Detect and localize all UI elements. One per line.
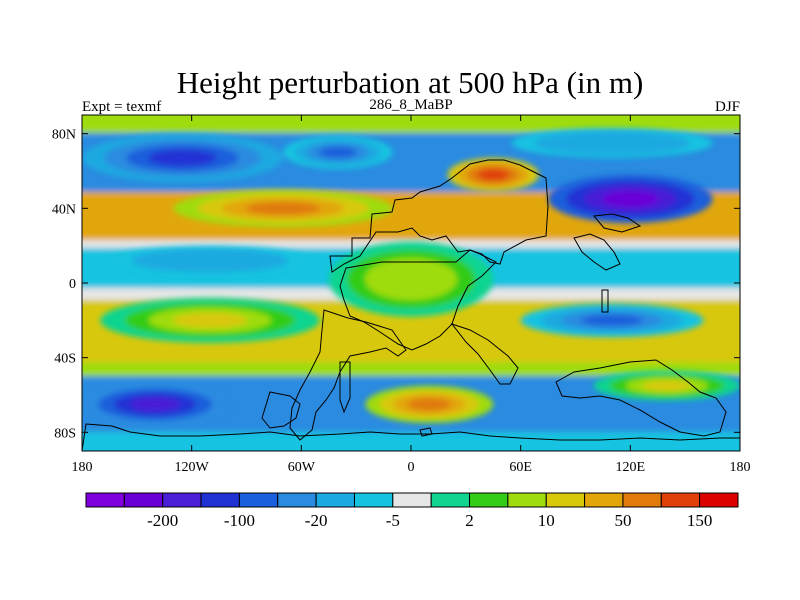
colorbar-label-5: 10: [538, 511, 555, 530]
colorbar-swatch-1: [123, 492, 164, 508]
colorbar-swatch-12: [545, 492, 586, 508]
x-tick-label-6: 180: [730, 460, 751, 475]
coastline-south-america: [289, 309, 407, 441]
y-tick-label-3: 40S: [54, 352, 76, 367]
feature-southern-ocean-ridge-ring-3: [642, 380, 692, 391]
coastline-arabia: [450, 323, 519, 385]
y-tick-label-2: 0: [69, 277, 76, 292]
band-front-south: [82, 362, 740, 376]
colorbar-swatch-9: [430, 492, 471, 508]
season-label: DJF: [715, 99, 740, 115]
feature-indian-ocean-low-ring-3: [580, 314, 644, 327]
colorbar-label-1: -100: [224, 511, 255, 530]
coastline-indochina: [573, 233, 621, 271]
feature-south-pacific-low-ring-3: [130, 397, 180, 412]
coastline-australia: [555, 359, 727, 437]
feature-mid-latitude-ridge-ring-3: [245, 201, 321, 215]
map-field: [82, 115, 740, 451]
feature-north-tropical-low-ring-1: [131, 248, 289, 273]
x-tick-label-3: 0: [408, 460, 415, 475]
band-polar-south: [82, 432, 740, 451]
x-axis: 180 120W 60W 0 60E 120E 180: [72, 115, 751, 475]
y-tick-label-0: 80N: [52, 128, 76, 143]
chart-title: Height perturbation at 500 hPa (in m): [177, 65, 644, 100]
feature-asian-low-ring-3: [602, 190, 659, 208]
colorbar-swatch-2: [162, 492, 202, 508]
colorbar-swatch-5: [277, 492, 317, 508]
colorbar-swatch-14: [622, 492, 662, 508]
x-tick-label-5: 120E: [616, 460, 646, 475]
colorbar-swatch-16: [699, 492, 739, 508]
coastline-island: [601, 289, 609, 313]
colorbar-label-7: 150: [687, 511, 713, 530]
colorbar-swatch-6: [315, 492, 355, 508]
colorbar-swatch-15: [660, 492, 701, 508]
coastline-antarctic-peninsula: [261, 391, 301, 429]
colorbar-label-0: -200: [147, 511, 178, 530]
colorbar-label-6: 50: [614, 511, 631, 530]
coastline-south-tip: [339, 361, 351, 414]
colorbar-swatch-3: [200, 492, 240, 508]
x-tick-label-1: 120W: [175, 460, 210, 475]
x-tick-label-0: 180: [72, 460, 93, 475]
coastline-japan: [593, 213, 642, 233]
colorbar: -200 -100 -20 -5 2 10 50 150: [85, 492, 739, 530]
x-tick-label-2: 60W: [288, 460, 316, 475]
colorbar-swatch-13: [584, 492, 624, 508]
field-features: [82, 128, 740, 425]
coastline-antarctica: [82, 423, 740, 451]
colorbar-swatch-11: [507, 492, 547, 508]
feature-eurasian-ridge-ring-3: [477, 169, 509, 181]
y-axis: 80N 40N 0 40S 80S: [52, 128, 740, 441]
period-label: 286_8_MaBP: [369, 97, 452, 113]
colorbar-swatch-4: [238, 492, 279, 508]
colorbar-label-4: 2: [465, 511, 474, 530]
colorbar-swatch-7: [353, 492, 394, 508]
colorbar-swatch-8: [392, 492, 432, 508]
x-tick-label-4: 60E: [509, 460, 532, 475]
y-tick-label-4: 80S: [54, 426, 76, 441]
feature-south-atlantic-ridge-ring-3: [407, 397, 452, 411]
experiment-label: Expt = texmf: [82, 99, 161, 115]
feature-north-pacific-low-ring-3: [148, 149, 217, 167]
colorbar-swatch-10: [469, 492, 509, 508]
y-tick-label-1: 40N: [52, 202, 76, 217]
feature-african-ridge-ring-2: [364, 258, 458, 301]
colorbar-swatch-0: [85, 492, 125, 508]
coastline-eurasia: [329, 159, 549, 273]
colorbar-label-3: -5: [386, 511, 400, 530]
feature-north-atlantic-low-ring-3: [319, 146, 357, 159]
feature-south-pacific-ridge-ring-3: [172, 312, 248, 328]
feature-arctic-trough-ring-1: [533, 131, 691, 155]
coastlines: [82, 159, 740, 451]
coastline-islet: [419, 427, 433, 437]
colorbar-label-2: -20: [305, 511, 328, 530]
